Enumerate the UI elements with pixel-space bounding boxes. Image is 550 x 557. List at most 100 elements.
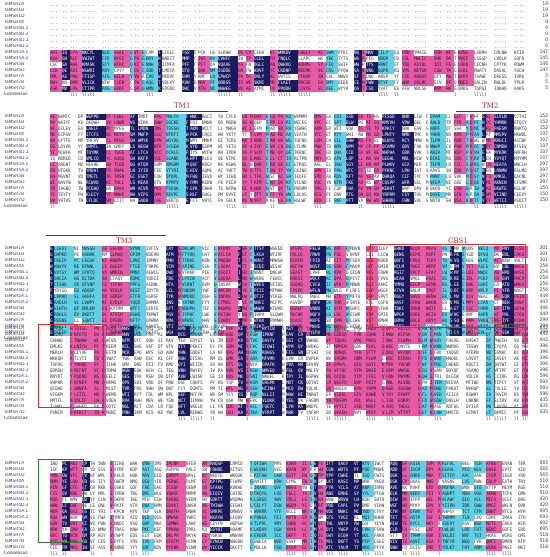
sequence-name: TaMSR4D.1 <box>4 282 29 287</box>
position-number: 297 <box>539 180 548 185</box>
sequence-name: TaMSR4A <box>4 264 25 269</box>
sequence-residues: TCISHD CK QTVNP FG YFFHV PPFG ASDNL HTA FVCRNT DV… <box>50 282 528 288</box>
sequence-row: TaMSR4D.2 IQ RDRED CD VMLCQ YC ADQQ GH KKFP YGL SG… <box>0 156 550 162</box>
sequence-name: TaMSR4D.2 <box>4 44 29 49</box>
position-number: 301 <box>539 252 548 257</box>
position-number: 150 <box>539 186 548 191</box>
position-number: 297 <box>539 174 548 179</box>
sequence-row: TaMSR5A.2 RVA GH RLF VWIWT CFD NYGI EPS GDRY HNND… <box>0 56 550 62</box>
sequence-name: TaMSR5B <box>4 386 25 391</box>
sequence-residues: ........................................… <box>50 20 525 25</box>
sequence-name: TaMSR7A <box>4 74 25 79</box>
sequence-name: TaMSR4B.2 <box>4 276 29 281</box>
sequence-name: TaMSR4A <box>4 344 25 349</box>
position-number: 297 <box>539 168 548 173</box>
sequence-name: TaMSR5B <box>4 521 25 526</box>
tm2-line <box>456 111 526 112</box>
sequence-residues: LCD QE RVI NSWRI RRY CPYY CGQ CSDD TLMQCR DTQ FDHK… <box>50 68 525 74</box>
sequence-name: TaMSR4B.1 <box>4 350 29 355</box>
sequence-name: TaMSR5B <box>4 174 25 179</box>
sequence-residues: IAIAQ DNFKTQ QV PHAGF HWV WED PRG AL LPW DCG KMQKM… <box>50 332 528 338</box>
sequence-row: TaMSR5A.2 EN HTGKK TV YMDHT FD DWAK LN IYID FEE VT… <box>0 168 550 174</box>
sequence-residues: AE NAMTC DP WEPPD QT LSKL AY TMDF DPG MHLFA FHWC RG… <box>50 114 527 120</box>
consensus-label: Consensus <box>4 551 28 556</box>
sequence-residues: PSNCR DRFKCT TH KMGNI FMH IKM KCS KE YWC LVL RENWS… <box>50 410 528 416</box>
tm3-line <box>46 235 166 236</box>
sequence-residues: ........................................… <box>50 38 525 43</box>
sequence-residues: lll lllll ll l lllll ll lllll llll lll l lll… <box>178 416 528 421</box>
sequence-name: TaMSR7A <box>4 318 25 323</box>
sequence-name: TaMSR5A.2 <box>4 380 29 385</box>
position-number: 297 <box>539 162 548 167</box>
sequence-residues: DFKEIP PC LEGGK KF KWNPA LVNI IRMNY PMH TTFNVE KD… <box>50 258 525 264</box>
sequence-row: TaMSR5B HA MGVNT VD TMETL IK TRSN GC ESET FQH DYDP… <box>0 174 550 180</box>
position-number: 449 <box>539 312 548 317</box>
position-number: 299 <box>539 330 548 335</box>
sequence-residues: EMLKS KLNIYH PC VREEM KCL SHG VSF DT VFV VIY PEKCI… <box>50 344 528 350</box>
sequence-residues: IEF KP WTT DP YD SSS VAYMF KDP AAI AGQ AGMYN PALI SN… <box>50 467 526 473</box>
consensus-label: Consensus <box>4 92 28 97</box>
sequence-name: TaMSR4B.2 <box>4 356 29 361</box>
sequence-row: TaMSR4D.1 TCISHD CK QTVNP FG YFFHV PPFG ASDNL HT… <box>0 282 550 288</box>
sequence-row: TaMSR1B RV NAIYF KV GKQWH VV LNWD VG VIRK EWW SGCK… <box>0 120 550 126</box>
sequence-name: TaMSR5D <box>4 312 25 317</box>
sequence-row: TaMSR4B.1...............................… <box>0 26 550 32</box>
sequence-name: TaMSR5A.1 <box>4 509 29 514</box>
position-number: 695 <box>539 527 548 532</box>
sequence-name: TaMSR7D <box>4 86 25 91</box>
sequence-name: TaMSR5D <box>4 180 25 185</box>
sequence-residues: ........................................… <box>50 8 525 13</box>
sequence-name: TaMSR7D <box>4 410 25 415</box>
sequence-name: TaMSR1A <box>4 246 25 251</box>
sequence-row: TaMSR7D HV VHTVS TN CFLDC GM CCIT HA GADR CAE NERT… <box>0 198 550 204</box>
sequence-row: TaMSR1D DFKEIP PC LEGGK KF KWNPA LVNI IRMNY PMH T… <box>0 258 550 264</box>
sequence-row: TaMSR1B.................................… <box>0 8 550 14</box>
position-number: 0 <box>545 26 548 31</box>
sequence-row: TaMSR1D.................................… <box>0 14 550 20</box>
sequence-residues: RV NAIYF KV GKQWH VV LNWD VG VIRK EWW SGCKE FFQI DM… <box>50 120 527 126</box>
sequence-residues: KM QYTFE MP YRFAV CL MYHS QH WMYK EPN WGYRG MWPY MM… <box>50 138 527 144</box>
sequence-name: TaMSR4A <box>4 479 25 484</box>
sequence-row: TaMSR4D.1 RQR FI KMV ND YF CLN KGKPD IKE MTH EIW RA… <box>0 497 550 503</box>
sequence-residues: KNYRT YPQDRD NS NEELI GES YPA RSH QR DTP AVH LWISR… <box>50 374 528 380</box>
position-number: 518 <box>539 533 548 538</box>
position-number: 435 <box>539 404 548 409</box>
sequence-row: TaMSR7B YI TEYFY PH KLECY YF MNHE NH VIPS QMV REVP… <box>0 192 550 198</box>
position-number: 299 <box>539 318 548 323</box>
sequence-name: TaMSR5A.1 <box>4 294 29 299</box>
sequence-residues: ........................................… <box>50 32 525 37</box>
sequence-name: TaMSR1D <box>4 338 25 343</box>
sequence-residues: YMN GW VFC VV HF WPL IKALD HQK MAV DIQ GVMYY WKVL RC… <box>50 473 526 479</box>
position-number: 152 <box>539 120 548 125</box>
sequence-row: TaMSR5B LSC GA RHA KMASK SCY WFHI QKI ENNH CICMFA… <box>0 62 550 68</box>
position-number: 396 <box>539 356 548 361</box>
position-number: 256 <box>539 264 548 269</box>
position-number: 695 <box>539 509 548 514</box>
sequence-row: TaMSR1B IEF KP WTT DP YD SSS VAYMF KDP AAI AGQ AGMY… <box>0 467 550 473</box>
sequence-residues: HHN LC GNF NE LE QNL VPKIF VTA SWA RMM EDVKT QWSH NS… <box>50 503 526 509</box>
position-number: 299 <box>539 324 548 329</box>
sequence-residues: ........................................… <box>50 44 525 49</box>
position-number: 693 <box>539 515 548 520</box>
sequence-row: TaMSR4A EMLKS KLNIYH PC VREEM KCL SHG VSF DT VFV V… <box>0 344 550 350</box>
position-number: 442 <box>539 338 548 343</box>
sequence-name: TaMSR7D <box>4 330 25 335</box>
sequence-residues: RWY RR DNM VLICK NTW CLEN CFW GAQG TYDLVY AVW DMGV… <box>50 80 525 86</box>
sequence-name: TaMSR4D.2 <box>4 503 29 508</box>
sequence-row: TaMSR7A GPEGNS LL SQWTT EI DPGDD NFTY QPWRA KMA P… <box>0 318 550 324</box>
sequence-residues: PIN GF CFG AT CR RKR GQSKS GDF FAE DAG ICSQF GENP GD… <box>50 485 526 491</box>
cbs2-box-lower <box>38 459 84 543</box>
sequence-row: TaMSR1B GGHPKD PE HSHVK RM GLMAQ GPIM KDEVN AFM M… <box>0 252 550 258</box>
position-number: 565 <box>539 473 548 478</box>
position-number: 301 <box>539 258 548 263</box>
sequence-row: TaMSR1D NF DCLEV EA LAELF RC MYEG TL LMDN INS TSSS… <box>0 126 550 132</box>
sequence-residues: MERLH GCIYVE PA SESTN MCR EPQ WYS GD ARW YHN GDDET… <box>50 350 528 356</box>
sequence-residues: FYDYGG ED ADQGP HA NTKLK KEST IDYTR LCL MFNDDM YW… <box>50 288 525 294</box>
sequence-row: TaMSR7B RWY RR DNM VLICK NTW CLEN CFW GAQG TYDLVY… <box>0 80 550 86</box>
sequence-row: TaMSR7A PMTFL NVDLIF CH HVQEK RPA AWH MEV WE YGN N… <box>0 398 550 404</box>
sequence-residues: YLPRHQ SL GKHFA DQ GRREP ETFR AGRSF TYR WNMDDD QG… <box>50 294 528 300</box>
sequence-residues: QSHCIA HG DLTDA SH LTAQY RDMC YDDCI FDG VLYVIW AC… <box>50 276 528 282</box>
sequence-row: TaMSR4B.2 QSHCIA HG DLTDA SH LTAQY RDMC YDDCI FD… <box>0 276 550 282</box>
sequence-name: TaMSR1A <box>4 461 25 466</box>
consensus-row: Consensus ll lllll llll ll ll lll ll lllll… <box>0 204 550 210</box>
